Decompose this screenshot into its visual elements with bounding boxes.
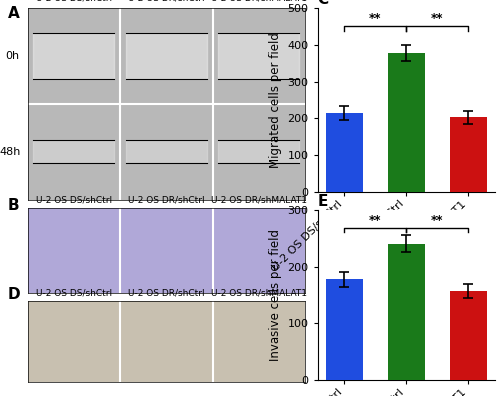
Text: U-2 OS DR/shMALAT1: U-2 OS DR/shMALAT1 — [211, 289, 307, 298]
Text: **: ** — [431, 214, 444, 227]
Bar — [326, 279, 363, 380]
Text: **: ** — [369, 214, 382, 227]
Text: U-2 OS DS/shCtrl: U-2 OS DS/shCtrl — [36, 289, 112, 298]
Text: **: ** — [369, 12, 382, 25]
Text: **: ** — [431, 12, 444, 25]
Y-axis label: Migrated cells per field: Migrated cells per field — [269, 32, 282, 168]
Text: U-2 OS DS/shCtrl: U-2 OS DS/shCtrl — [36, 196, 112, 204]
Text: U-2 OS DR/shMALAT1: U-2 OS DR/shMALAT1 — [211, 196, 307, 204]
Text: B: B — [8, 198, 19, 213]
Bar — [388, 244, 425, 380]
Text: U-2 OS DR/shCtrl: U-2 OS DR/shCtrl — [128, 196, 204, 204]
Text: 48h: 48h — [0, 147, 21, 157]
Text: U-2 OS DS/shCtrl: U-2 OS DS/shCtrl — [36, 0, 112, 2]
Text: U-2 OS DR/shCtrl: U-2 OS DR/shCtrl — [128, 289, 204, 298]
Text: U-2 OS DR/shMALAT1: U-2 OS DR/shMALAT1 — [211, 0, 307, 2]
Text: U-2 OS DR/shCtrl: U-2 OS DR/shCtrl — [128, 0, 204, 2]
Bar — [450, 117, 487, 192]
Text: A: A — [8, 6, 19, 21]
Bar — [450, 291, 487, 380]
Text: E: E — [318, 194, 328, 209]
Bar — [388, 53, 425, 192]
Text: D: D — [8, 287, 20, 302]
Text: 0h: 0h — [6, 51, 20, 61]
Bar — [326, 113, 363, 192]
Y-axis label: Invasive cells per field: Invasive cells per field — [269, 229, 282, 361]
Text: C: C — [318, 0, 328, 7]
